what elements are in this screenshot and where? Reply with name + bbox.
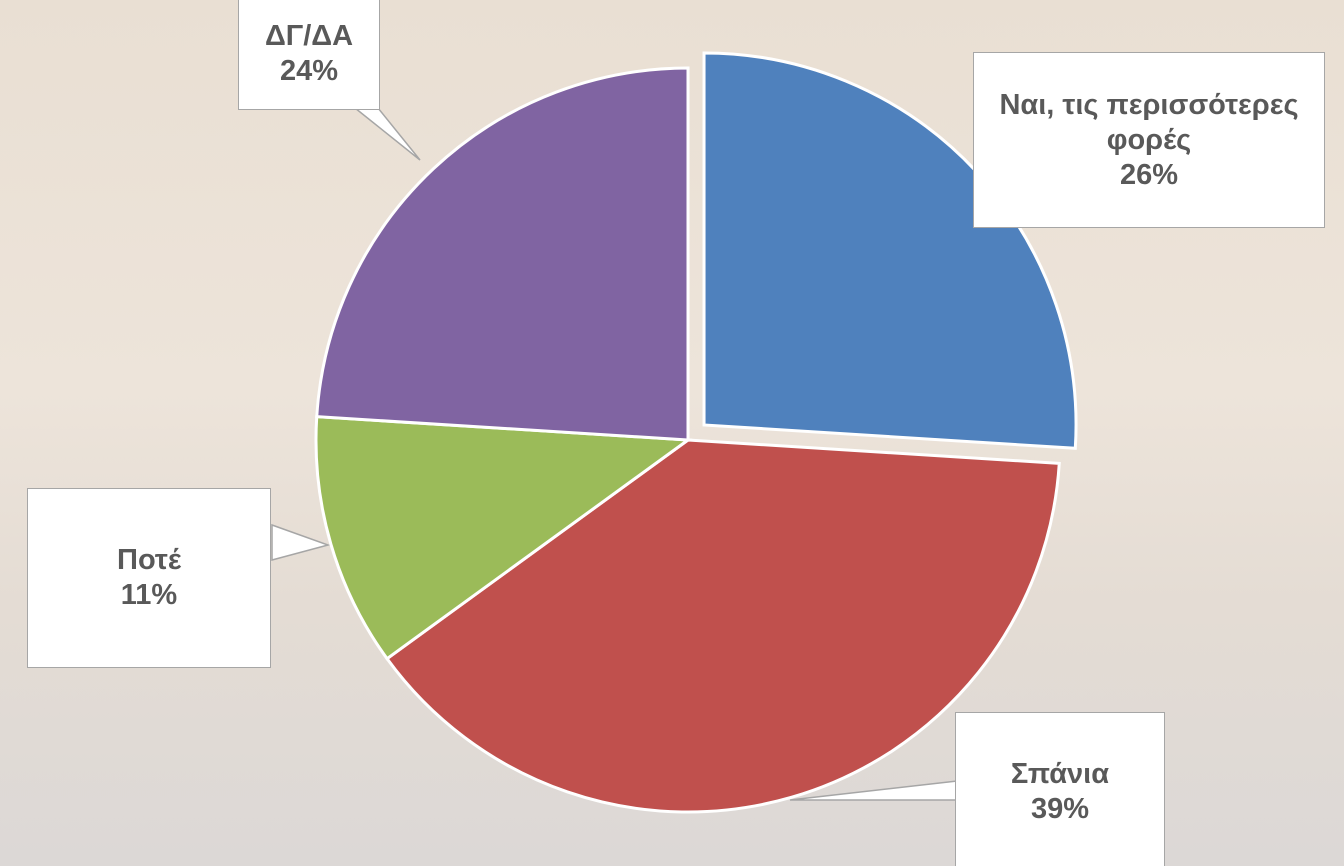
- category-label: Σπάνια: [1011, 757, 1109, 792]
- value-label: 39%: [1031, 792, 1089, 827]
- value-label: 26%: [1120, 158, 1178, 193]
- category-label: ΔΓ/ΔΑ: [265, 19, 353, 54]
- category-label: Ναι, τις περισσότερες φορές: [988, 88, 1310, 158]
- value-label: 11%: [121, 578, 177, 613]
- pie-slice: [317, 68, 688, 440]
- category-label: Ποτέ: [117, 543, 181, 578]
- value-label: 24%: [280, 54, 338, 89]
- chart-page: Ναι, τις περισσότερες φορές26% Σπάνια39% Π…: [0, 0, 1344, 866]
- callout-pointer: [355, 108, 420, 160]
- callout-pointer: [272, 525, 328, 560]
